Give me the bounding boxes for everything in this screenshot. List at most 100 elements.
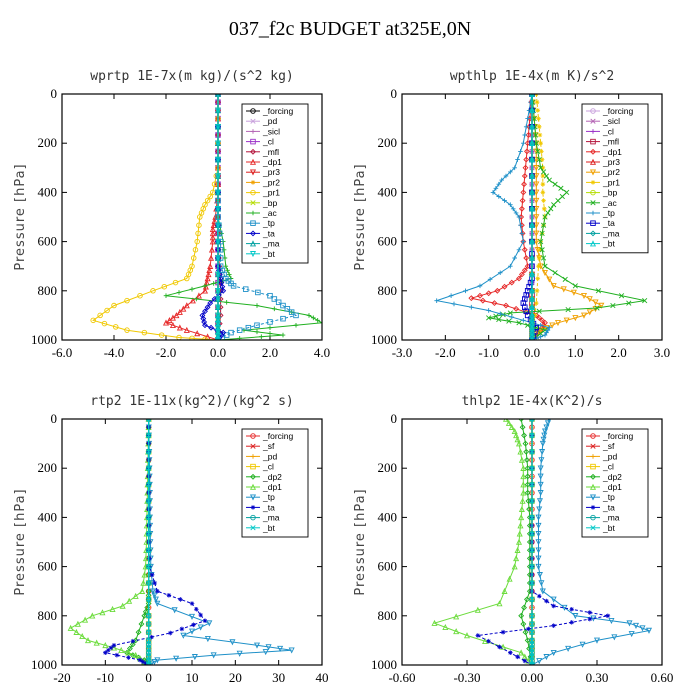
legend-marker bbox=[590, 180, 596, 185]
legend-marker bbox=[589, 483, 597, 490]
data-point bbox=[528, 303, 536, 310]
data-point bbox=[524, 148, 530, 155]
data-point bbox=[151, 592, 158, 599]
y-tick-label: 600 bbox=[378, 234, 398, 249]
data-point bbox=[190, 255, 197, 261]
data-point bbox=[594, 305, 600, 311]
data-point bbox=[520, 189, 527, 196]
data-point bbox=[533, 214, 540, 221]
data-point bbox=[173, 655, 180, 662]
data-point bbox=[533, 173, 540, 180]
data-point bbox=[510, 206, 516, 212]
data-point bbox=[146, 641, 152, 648]
y-tick-label: 400 bbox=[378, 509, 398, 524]
data-point bbox=[254, 329, 260, 335]
data-point bbox=[497, 270, 503, 276]
legend-label: _forcing bbox=[602, 106, 634, 116]
data-point bbox=[180, 305, 187, 312]
data-point bbox=[539, 247, 545, 253]
data-point bbox=[540, 190, 546, 195]
legend-marker bbox=[250, 138, 256, 145]
data-point bbox=[528, 189, 536, 196]
data-point bbox=[146, 629, 152, 635]
data-point bbox=[595, 288, 602, 294]
data-point bbox=[224, 299, 229, 305]
data-point bbox=[255, 289, 261, 296]
legend-marker bbox=[249, 169, 257, 176]
data-point bbox=[542, 214, 548, 220]
data-point bbox=[259, 334, 264, 340]
data-point bbox=[559, 193, 565, 200]
data-point bbox=[505, 419, 512, 426]
legend-marker bbox=[250, 514, 256, 521]
series-line bbox=[92, 94, 219, 340]
data-point bbox=[214, 173, 222, 180]
data-point bbox=[533, 140, 539, 146]
data-point bbox=[515, 538, 523, 545]
data-point bbox=[565, 645, 572, 652]
data-point bbox=[126, 597, 133, 604]
data-point bbox=[523, 292, 529, 298]
data-point bbox=[550, 649, 557, 657]
plot-frame bbox=[61, 93, 323, 341]
data-point bbox=[546, 177, 552, 183]
data-point bbox=[536, 314, 543, 321]
data-point bbox=[543, 654, 550, 661]
data-point bbox=[561, 604, 568, 611]
legend-marker bbox=[590, 220, 596, 226]
data-point bbox=[111, 302, 117, 309]
legend-label: _mfl bbox=[262, 147, 279, 157]
data-point bbox=[529, 596, 535, 603]
data-point bbox=[541, 198, 546, 203]
legend-marker bbox=[250, 108, 256, 114]
series-group bbox=[434, 94, 648, 340]
data-point bbox=[572, 613, 579, 620]
data-point bbox=[587, 616, 593, 622]
data-point bbox=[189, 601, 195, 606]
y-tick-label: 800 bbox=[378, 608, 398, 623]
data-point bbox=[267, 325, 273, 330]
data-point bbox=[572, 283, 578, 289]
data-point bbox=[549, 322, 556, 329]
data-point bbox=[541, 432, 548, 439]
data-point bbox=[529, 650, 535, 656]
legend-marker bbox=[250, 505, 256, 510]
data-point bbox=[593, 637, 601, 644]
data-point bbox=[191, 654, 198, 661]
data-point bbox=[528, 94, 536, 97]
data-point bbox=[90, 317, 96, 324]
data-point bbox=[293, 322, 299, 328]
data-point bbox=[550, 596, 557, 603]
data-point bbox=[118, 646, 125, 653]
data-point bbox=[513, 555, 520, 562]
legend-label: _dp1 bbox=[602, 482, 622, 492]
legend: _forcing_sf_pd_cl_dp2_dp1_tp_ta_ma_bt bbox=[581, 428, 649, 538]
data-point bbox=[514, 546, 521, 553]
data-point bbox=[147, 564, 152, 569]
data-point bbox=[540, 436, 547, 443]
data-point bbox=[523, 156, 530, 163]
data-point bbox=[570, 289, 577, 296]
data-point bbox=[184, 275, 190, 282]
data-point bbox=[521, 604, 527, 611]
data-point bbox=[149, 588, 157, 595]
data-point bbox=[605, 613, 611, 619]
data-point bbox=[537, 247, 543, 253]
data-point bbox=[541, 270, 549, 277]
data-point bbox=[513, 432, 520, 439]
data-point bbox=[540, 169, 547, 175]
legend-label: _tp bbox=[602, 208, 615, 218]
legend-label: _dp1 bbox=[602, 147, 622, 157]
data-point bbox=[155, 588, 160, 594]
data-point bbox=[536, 156, 542, 163]
data-point bbox=[509, 314, 515, 320]
legend-marker bbox=[250, 443, 256, 449]
data-point bbox=[529, 641, 535, 648]
legend-marker bbox=[249, 158, 257, 165]
data-point bbox=[610, 302, 616, 309]
data-point bbox=[520, 473, 527, 480]
data-point bbox=[519, 497, 526, 504]
data-point bbox=[645, 627, 653, 634]
data-point bbox=[496, 600, 503, 607]
data-point bbox=[540, 222, 547, 228]
